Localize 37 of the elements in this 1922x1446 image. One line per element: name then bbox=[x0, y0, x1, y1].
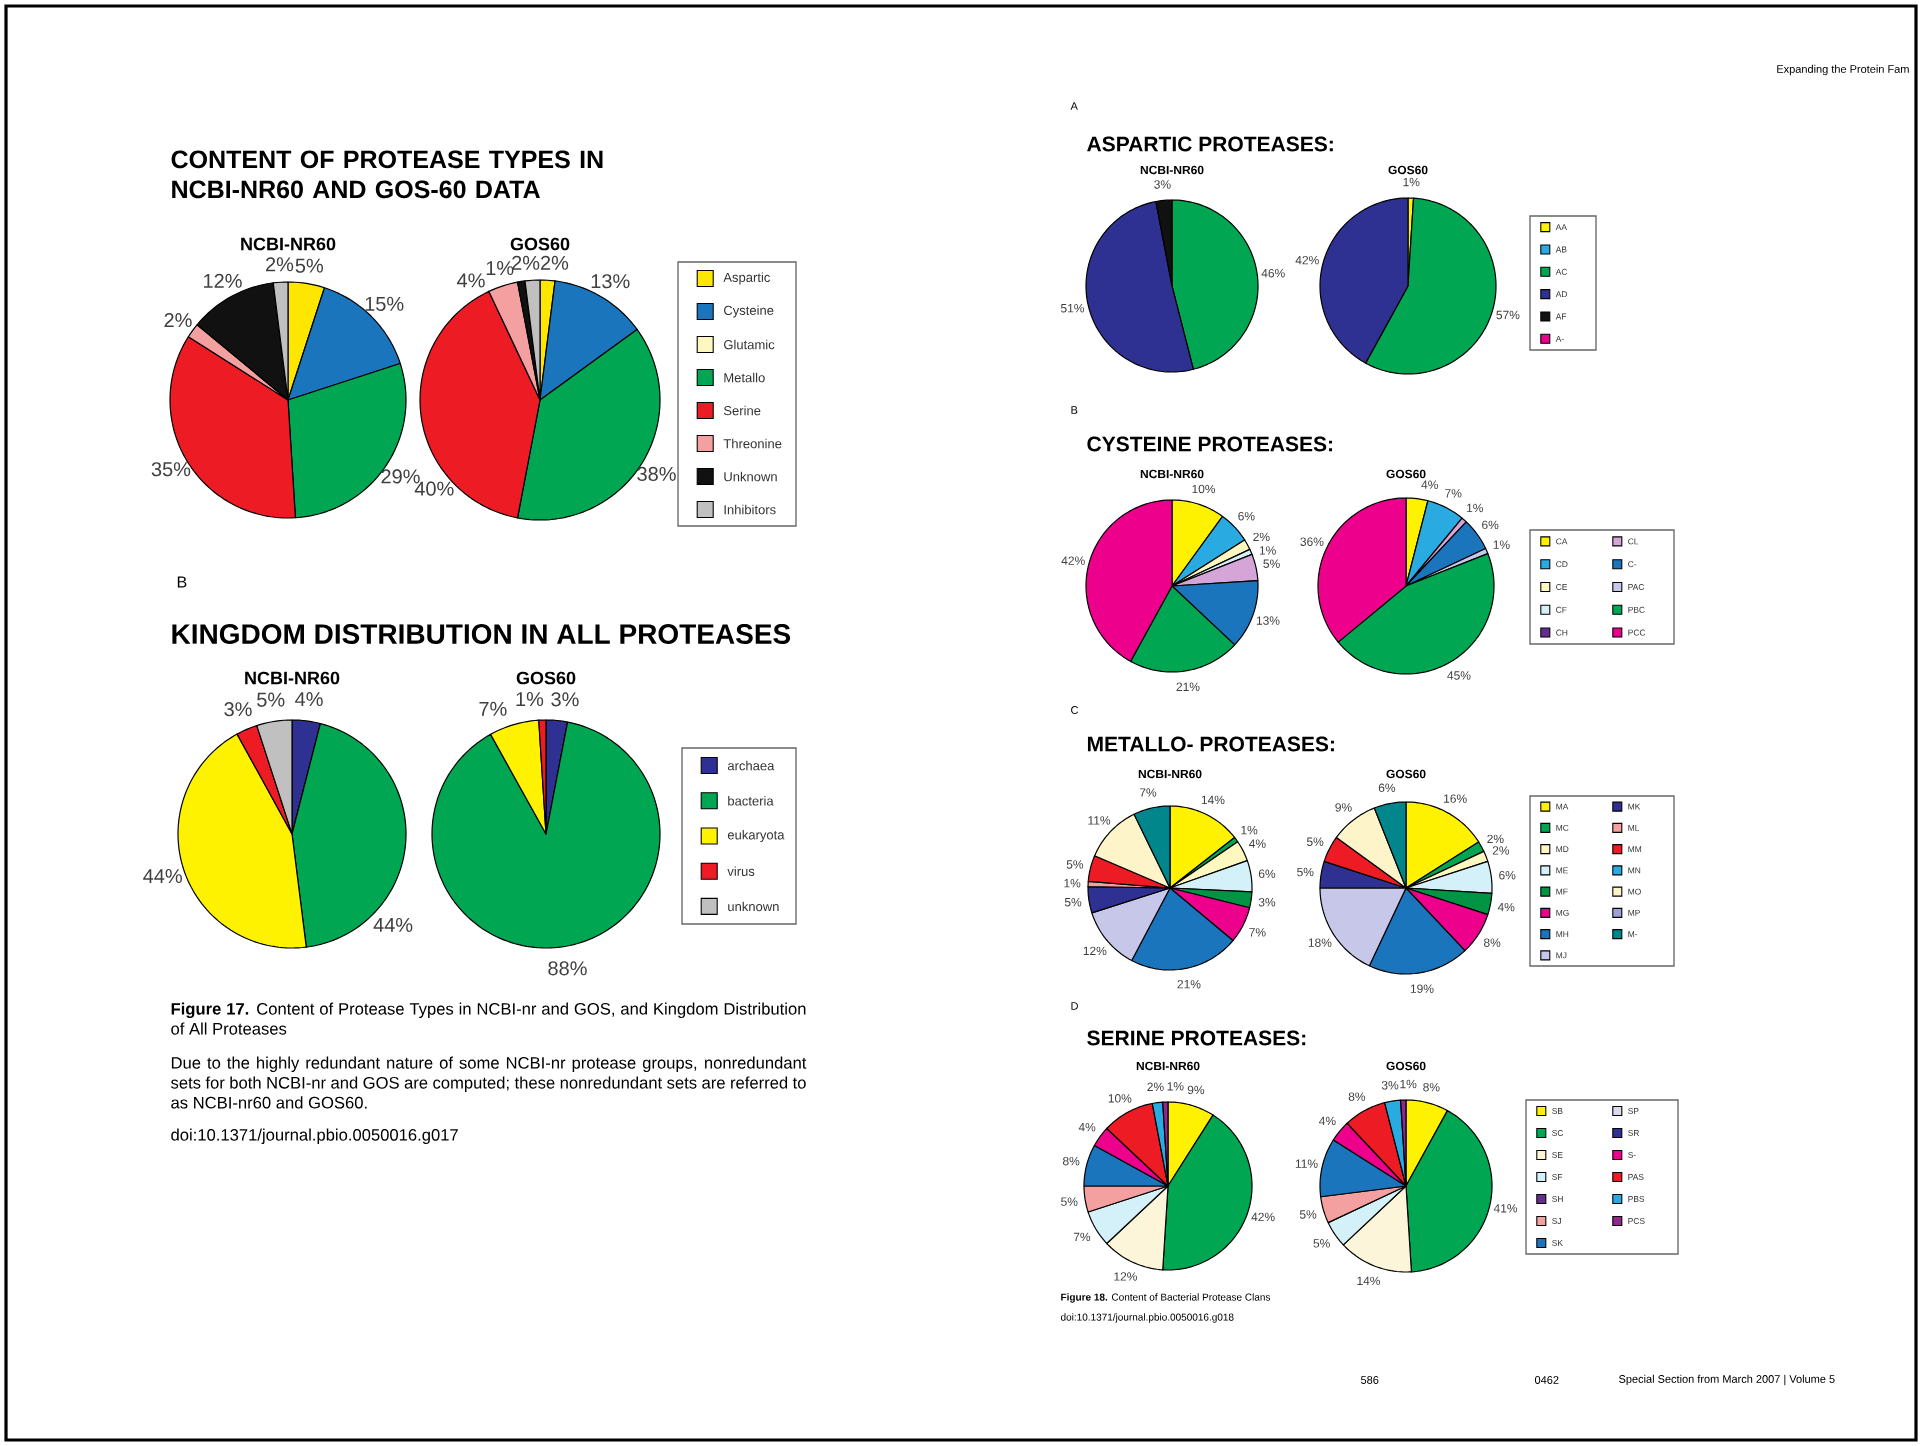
data-label: 12% bbox=[203, 273, 242, 288]
chart-title: ASPARTIC PROTEASES: bbox=[1087, 136, 1333, 152]
chart-title: CONTENT OF PROTEASE TYPES IN NCBI-NR60 AND GOS-60 DATA bbox=[171, 150, 603, 199]
data-label: 38% bbox=[637, 466, 676, 482]
data-label: 4% bbox=[295, 692, 323, 707]
data-label: 5% bbox=[295, 258, 324, 273]
data-label: 44% bbox=[373, 917, 413, 932]
data-label: 13% bbox=[591, 274, 630, 289]
text: Figure 17. Content of Protease Types in NCBI-nr and GOS, and Kingdom Distribution of All Proteases bbox=[171, 1002, 806, 1035]
data-label: 3% bbox=[224, 702, 252, 717]
data-label: 2% bbox=[540, 255, 569, 270]
chart-subtitle: NCBI-NR60 bbox=[241, 237, 336, 251]
data-label: 15% bbox=[365, 296, 404, 311]
text: B bbox=[177, 576, 187, 588]
data-label: 2% bbox=[512, 255, 540, 270]
data-label: 5% bbox=[257, 692, 285, 707]
data-label: 29% bbox=[381, 469, 420, 484]
chart-title: SERINE PROTEASES: bbox=[1087, 1030, 1306, 1046]
chart-title: CYSTEINE PROTEASES: bbox=[1087, 436, 1333, 452]
data-label: 1% bbox=[486, 261, 514, 276]
data-label: 4% bbox=[457, 273, 485, 288]
data-label: 2% bbox=[164, 313, 192, 328]
chart-title: METALLO- PROTEASES: bbox=[1087, 736, 1334, 752]
data-label: 7% bbox=[479, 701, 507, 716]
chart-subtitle: NCBI-NR60 bbox=[245, 671, 340, 685]
data-label: 40% bbox=[414, 481, 454, 496]
text: doi:10.1371/journal.pbio.0050016.g017 bbox=[171, 1128, 458, 1144]
data-label: 1% bbox=[516, 692, 544, 707]
chart-title: KINGDOM DISTRIBUTION IN ALL PROTEASES bbox=[172, 624, 791, 644]
data-label: 3% bbox=[551, 692, 579, 707]
data-label: 44% bbox=[143, 869, 182, 884]
chart-title: GOS60 bbox=[510, 237, 570, 251]
data-label: 2% bbox=[266, 257, 294, 272]
data-label: 88% bbox=[548, 961, 587, 976]
text: Due to the highly redundant nature of some NCBI-nr protease groups, nonredundant sets for both NCBI-nr and GOS are computed; these nonredundant sets are referred to as NCBI-nr60 and GOS60. bbox=[171, 1056, 807, 1109]
chart-title: GOS60 bbox=[516, 671, 576, 685]
data-label: 35% bbox=[151, 462, 191, 477]
